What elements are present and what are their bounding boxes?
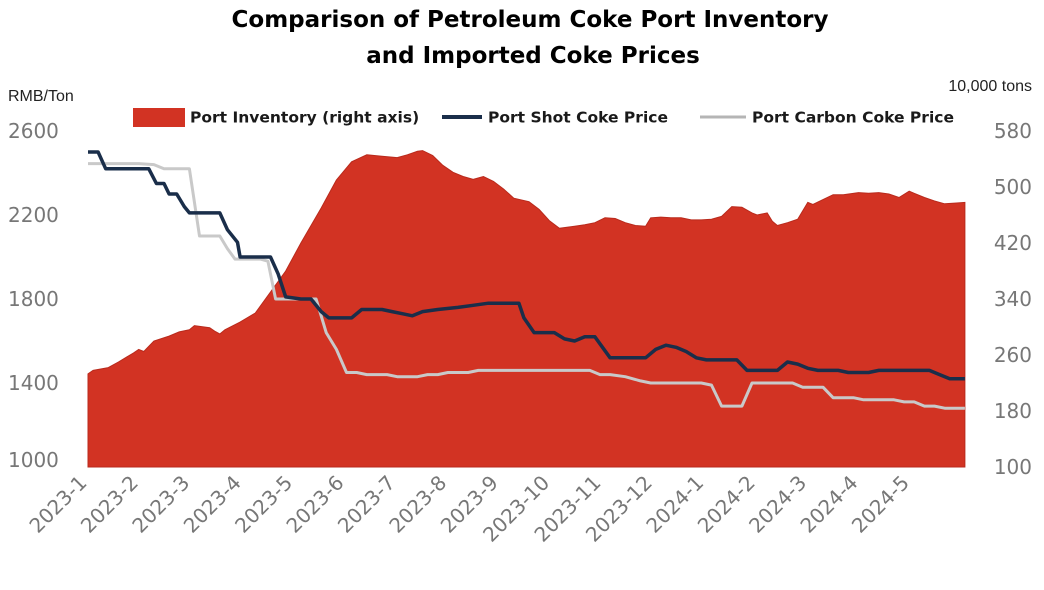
series-area-port-inventory bbox=[87, 150, 966, 468]
series-line-port-carbon-coke-price bbox=[88, 162, 965, 410]
left-axis-tick-label: 1400 bbox=[8, 371, 59, 395]
legend-swatch-port-inventory bbox=[133, 108, 185, 127]
right-axis-tick-label: 100 bbox=[994, 455, 1032, 479]
left-axis-ticks: 2600 2200 1800 1400 1000 bbox=[8, 119, 59, 472]
plot-area bbox=[87, 150, 966, 468]
legend-label-shot-coke-price: Port Shot Coke Price bbox=[488, 109, 668, 127]
left-axis-tick-label: 2600 bbox=[8, 119, 59, 143]
legend: Port Inventory (right axis) Port Shot Co… bbox=[133, 108, 954, 127]
x-axis-tick-label: 2024-5 bbox=[847, 471, 914, 538]
chart-title-line-1: Comparison of Petroleum Coke Port Invent… bbox=[232, 7, 829, 33]
right-axis-ticks: 580 500 420 340 260 180 100 bbox=[994, 119, 1032, 479]
left-axis-tick-label: 1800 bbox=[8, 287, 59, 311]
left-axis-tick-label: 1000 bbox=[8, 448, 59, 472]
chart-title-line-2: and Imported Coke Prices bbox=[366, 43, 700, 69]
right-axis-tick-label: 340 bbox=[994, 287, 1032, 311]
x-axis-ticks: 2023-12023-22023-32023-42023-52023-62023… bbox=[24, 471, 913, 547]
series-line-port-shot-coke-price bbox=[88, 150, 965, 381]
left-axis-tick-label: 2200 bbox=[8, 203, 59, 227]
legend-label-carbon-coke-price: Port Carbon Coke Price bbox=[752, 109, 954, 127]
right-axis-tick-label: 580 bbox=[994, 119, 1032, 143]
left-axis-unit-label: RMB/Ton bbox=[8, 88, 74, 105]
right-axis-tick-label: 180 bbox=[994, 399, 1032, 423]
legend-label-port-inventory: Port Inventory (right axis) bbox=[190, 109, 419, 127]
right-axis-tick-label: 420 bbox=[994, 231, 1032, 255]
right-axis-tick-label: 260 bbox=[994, 343, 1032, 367]
right-axis-tick-label: 500 bbox=[994, 175, 1032, 199]
right-axis-unit-label: 10,000 tons bbox=[948, 78, 1032, 95]
